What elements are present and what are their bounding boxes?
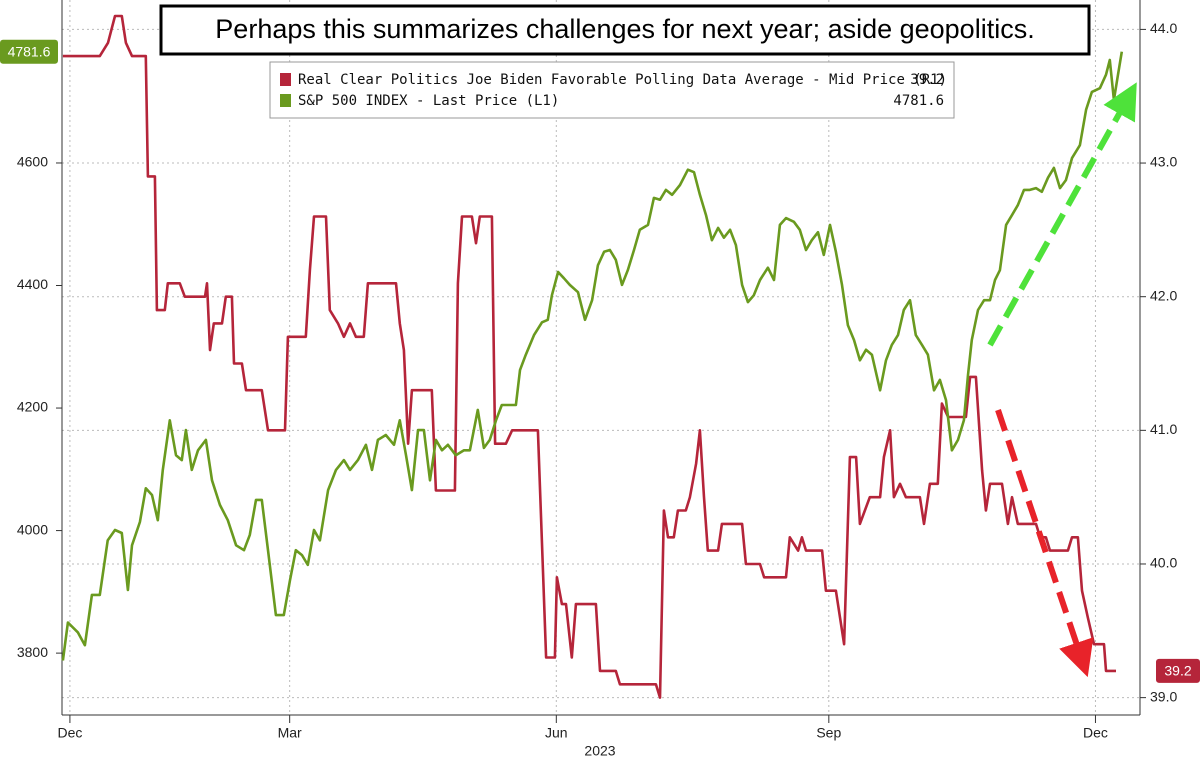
title-frame	[159, 4, 1091, 56]
y2-tick-label: 40.0	[1150, 555, 1177, 571]
last-price-box	[1156, 658, 1200, 683]
y-tick-label: 4000	[17, 521, 48, 537]
y2-tick-label: 41.0	[1150, 421, 1177, 437]
legend: Real Clear Politics Joe Biden Favorable …	[269, 61, 955, 119]
y2-tick-label: 43.0	[1150, 154, 1177, 170]
x-tick-label: Sep	[816, 725, 841, 741]
chart-title: Perhaps this summarizes challenges for n…	[215, 14, 1034, 44]
series-line	[61, 51, 1124, 661]
green-arrow	[987, 82, 1137, 347]
last-price-label: 4781.6	[8, 43, 51, 59]
last-price-tag: 4781.6	[0, 39, 58, 64]
x-tick-label: Dec	[57, 725, 82, 741]
legend-value: 4781.6	[893, 93, 944, 109]
y2-tick-label: 44.0	[1150, 20, 1177, 36]
y-tick-label: 4600	[17, 154, 48, 170]
legend-label: S&P 500 INDEX - Last Price (L1)	[298, 93, 559, 109]
y-tick-label: 4400	[17, 276, 48, 292]
legend-value: 39.2	[910, 72, 944, 88]
last-price-label: 39.2	[1164, 663, 1191, 679]
y2-tick-label: 42.0	[1150, 287, 1177, 303]
legend-swatch	[280, 94, 291, 107]
legend-label: Real Clear Politics Joe Biden Favorable …	[298, 72, 947, 88]
legend-swatch	[280, 73, 291, 86]
x-tick-label: Mar	[278, 725, 302, 741]
title-box: Perhaps this summarizes challenges for n…	[159, 4, 1091, 56]
series-line	[62, 14, 1116, 699]
last-price-box	[0, 39, 58, 64]
x-tick-label: Jun	[545, 725, 568, 741]
x-tick-label: Dec	[1083, 725, 1108, 741]
y-tick-label: 4200	[17, 399, 48, 415]
legend-box	[269, 61, 955, 119]
red-arrow	[995, 409, 1094, 678]
last-price-tag: 39.2	[1156, 658, 1200, 683]
y-tick-label: 3800	[17, 644, 48, 660]
series	[61, 14, 1124, 699]
axes: 3800 4000 4200 4400 4600 39.0 40.0 41.0 42.0 43.0…	[17, 0, 1177, 741]
year-label: 2023	[584, 743, 615, 759]
y2-tick-label: 39.0	[1150, 688, 1177, 704]
